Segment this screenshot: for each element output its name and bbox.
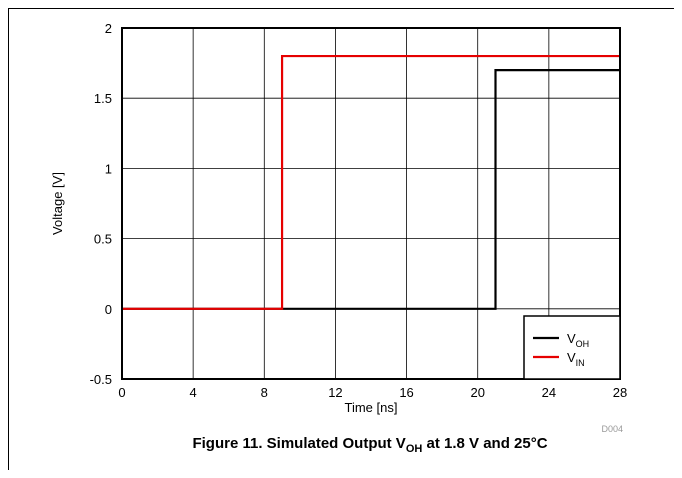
x-tick-label: 0 <box>118 385 125 400</box>
x-tick-label: 28 <box>613 385 627 400</box>
x-tick-label: 20 <box>470 385 484 400</box>
chart-id-label: D004 <box>601 424 623 434</box>
x-tick-labels: 0 4 8 12 16 20 24 28 <box>118 385 627 400</box>
x-tick-label: 4 <box>190 385 197 400</box>
figure-caption: Figure 11. Simulated Output VOH at 1.8 V… <box>0 435 682 455</box>
y-tick-labels: -0.5 0 0.5 1 1.5 2 <box>90 21 112 387</box>
legend-label: VOH <box>567 331 589 349</box>
legend-label: VIN <box>567 350 585 368</box>
series-layer <box>122 54 620 310</box>
series-line-vin <box>122 54 620 310</box>
page-frame-left <box>8 8 9 470</box>
y-tick-label: -0.5 <box>90 372 112 387</box>
y-tick-label: 2 <box>105 21 112 36</box>
x-axis-label: Time [ns] <box>345 400 398 415</box>
series-line-voh <box>122 69 620 310</box>
caption-suffix: at 1.8 V and 25°C <box>422 435 548 452</box>
caption-subscript: OH <box>405 443 423 455</box>
x-tick-label: 8 <box>261 385 268 400</box>
legend-box <box>523 315 621 380</box>
y-axis-label: Voltage [V] <box>50 172 65 235</box>
x-tick-label: 16 <box>399 385 413 400</box>
y-tick-label: 0 <box>105 302 112 317</box>
y-tick-label: 1 <box>105 161 112 176</box>
y-tick-label: 0.5 <box>94 232 112 247</box>
voltage-time-chart: 0 4 8 12 16 20 24 28 -0.5 0 0.5 1 1.5 2 Time [ns] Vo… <box>50 21 627 434</box>
x-tick-label: 12 <box>328 385 342 400</box>
grid <box>122 28 620 379</box>
page-frame-top <box>8 8 674 9</box>
x-tick-label: 24 <box>542 385 556 400</box>
y-tick-label: 1.5 <box>94 91 112 106</box>
plot-frame <box>121 27 621 380</box>
caption-prefix: Figure 11. Simulated Output V <box>192 435 406 452</box>
